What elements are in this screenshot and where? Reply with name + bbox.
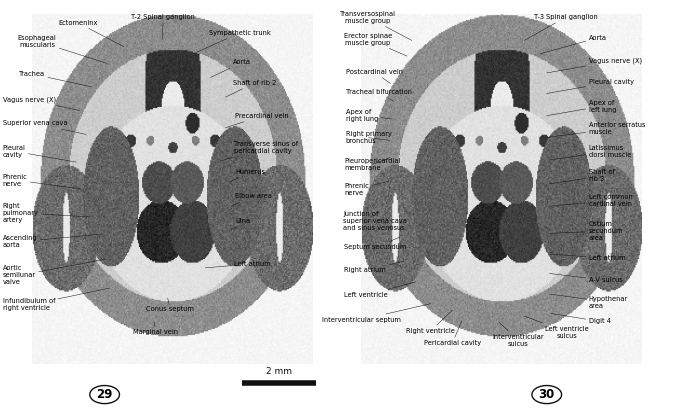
Text: Pleuropericardial
membrane: Pleuropericardial membrane (344, 157, 401, 171)
Text: Apex of
left lung: Apex of left lung (547, 99, 616, 115)
Text: Pleural
cavity: Pleural cavity (3, 145, 76, 162)
Text: Infundibulum of
right ventricle: Infundibulum of right ventricle (3, 288, 110, 312)
Text: Right
pulmonary
artery: Right pulmonary artery (3, 203, 90, 223)
Text: Postcardinal vein: Postcardinal vein (346, 69, 402, 83)
Text: Anterior serratus
muscle: Anterior serratus muscle (547, 122, 645, 138)
Text: Ostium
secundum
area: Ostium secundum area (549, 221, 623, 241)
Text: Aorta: Aorta (540, 35, 607, 54)
Text: Conus septum: Conus septum (146, 298, 194, 312)
Text: Aorta: Aorta (211, 60, 251, 78)
Text: Apex of
right lung: Apex of right lung (346, 109, 392, 122)
Text: Shaft of
rib 3: Shaft of rib 3 (549, 169, 615, 184)
Text: Left ventricle: Left ventricle (344, 282, 416, 298)
Text: Shaft of rib 2: Shaft of rib 2 (225, 80, 276, 97)
Text: T-3 Spinal ganglion: T-3 Spinal ganglion (524, 14, 597, 40)
Text: 2 mm: 2 mm (266, 367, 292, 376)
Text: Left ventricle
sulcus: Left ventricle sulcus (524, 316, 589, 339)
Text: T-2 Spinal ganglion: T-2 Spinal ganglion (132, 14, 195, 40)
Text: Left atrium: Left atrium (549, 254, 625, 261)
Text: Ascending
aorta: Ascending aorta (3, 234, 99, 248)
Text: Transverse sinus of
pericardial cavity: Transverse sinus of pericardial cavity (221, 141, 298, 161)
Text: Ectomeninx: Ectomeninx (58, 20, 124, 46)
Text: Vagus nerve (X): Vagus nerve (X) (3, 96, 80, 111)
Text: Transversospinal
muscle group: Transversospinal muscle group (340, 11, 412, 40)
Text: Right ventricle: Right ventricle (406, 310, 455, 334)
Text: Elbow area: Elbow area (232, 194, 272, 206)
Text: A-V sulcus: A-V sulcus (549, 273, 622, 283)
Text: Right primary
bronchus: Right primary bronchus (346, 131, 392, 144)
Text: Esophageal
muscularis: Esophageal muscularis (18, 35, 107, 63)
Text: Phrenic
nerve: Phrenic nerve (344, 181, 389, 196)
Text: Digit 4: Digit 4 (551, 314, 611, 324)
Text: Ulna: Ulna (233, 218, 250, 230)
Text: Pericardial cavity: Pericardial cavity (424, 321, 481, 346)
Text: Right atrium: Right atrium (344, 261, 404, 273)
Text: Phrenic
nerve: Phrenic nerve (3, 173, 81, 189)
Text: Left common
cardinal vein: Left common cardinal vein (549, 194, 632, 207)
Text: 30: 30 (539, 388, 555, 401)
Text: Precardinal vein: Precardinal vein (225, 113, 288, 128)
Text: Interventricular
sulcus: Interventricular sulcus (493, 322, 544, 347)
Text: Junction of
superior vena cava
and sinus venosus: Junction of superior vena cava and sinus… (343, 208, 407, 231)
Text: Erector spinae
muscle group: Erector spinae muscle group (344, 32, 407, 56)
Text: Left atrium: Left atrium (205, 261, 270, 268)
Text: Latissimus
dorsi muscle: Latissimus dorsi muscle (549, 145, 631, 160)
Text: Tracheal bifurcation: Tracheal bifurcation (346, 90, 412, 101)
Text: 29: 29 (97, 388, 113, 401)
Text: Sympathetic trunk: Sympathetic trunk (197, 30, 271, 52)
Text: Vagus nerve (X): Vagus nerve (X) (547, 58, 642, 73)
Text: Superior vena cava: Superior vena cava (3, 120, 86, 134)
Text: Trachea: Trachea (19, 71, 92, 87)
Text: Marginal vein: Marginal vein (133, 322, 178, 335)
Text: Humerus: Humerus (230, 169, 265, 182)
Text: Interventricular septum: Interventricular septum (322, 304, 431, 323)
Text: Aortic
semilunar
valve: Aortic semilunar valve (3, 259, 105, 285)
Text: Septum secundum: Septum secundum (344, 237, 406, 250)
Text: Pleural cavity: Pleural cavity (547, 79, 634, 93)
Text: Hypothenar
area: Hypothenar area (549, 294, 628, 309)
